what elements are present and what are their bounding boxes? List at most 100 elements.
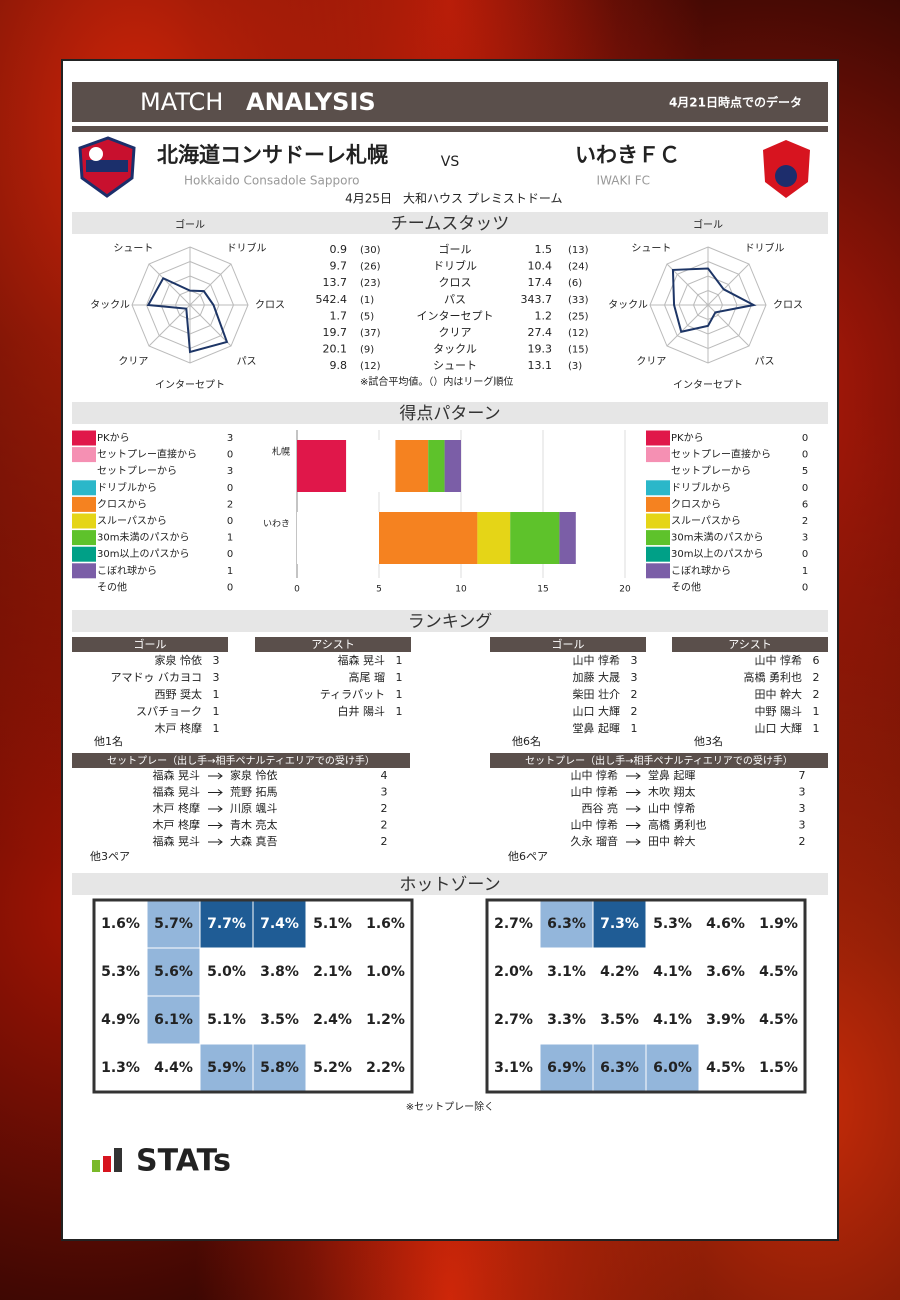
zone-label: 5.3% — [101, 964, 140, 980]
bar-segment — [444, 440, 461, 492]
legend-value: 0 — [227, 516, 233, 527]
radar-label: パス — [237, 356, 257, 368]
zone-label: 1.0% — [366, 964, 405, 980]
zone-cell — [93, 947, 148, 997]
player-count: 6 — [813, 654, 820, 667]
home-stat: 20.1 — [323, 343, 348, 356]
zone-label: 6.9% — [547, 1060, 586, 1076]
player-count: 3 — [213, 671, 220, 684]
player-count: 3 — [631, 671, 638, 684]
pair-count: 2 — [381, 802, 388, 815]
arrow — [626, 805, 641, 813]
legend-swatch — [72, 496, 96, 512]
zone-label: 6.1% — [154, 1012, 193, 1028]
stat-label: ゴール — [439, 242, 472, 256]
table-header-bar — [72, 637, 228, 652]
zone-label: 2.4% — [313, 1012, 352, 1028]
zone-cell — [645, 1043, 700, 1093]
legend-swatch — [72, 579, 96, 595]
legend-label: クロスから — [97, 498, 147, 510]
bar-segment — [559, 512, 576, 564]
zone-label: 4.5% — [706, 1060, 745, 1076]
arrow — [208, 789, 223, 796]
zone-label: 1.6% — [101, 916, 140, 932]
zone-label: 2.2% — [366, 1060, 405, 1076]
bar-segment — [379, 512, 478, 564]
stat-label: パス — [444, 293, 466, 306]
zone-label: 5.2% — [313, 1060, 352, 1076]
zone-cell — [486, 899, 541, 949]
radar-label: ドリブル — [745, 241, 785, 254]
zone-label: 1.9% — [759, 916, 798, 932]
radar-label: ゴール — [175, 218, 205, 231]
legend-swatch — [646, 579, 670, 595]
receiver: 山中 惇希 — [648, 801, 696, 815]
receiver: 田中 幹大 — [648, 834, 696, 848]
home-name: 北海道コンサドーレ札幌 — [157, 143, 388, 167]
away-rank: (3) — [568, 361, 582, 372]
legend-label: スルーパスから — [97, 515, 167, 527]
away-rank: (25) — [568, 311, 589, 322]
stat-label: シュート — [433, 359, 477, 372]
zone-label: 5.1% — [207, 1012, 246, 1028]
legend-swatch — [72, 447, 96, 463]
player-name: 高尾 瑠 — [349, 670, 386, 684]
legend-value: 0 — [227, 549, 233, 560]
zone-label: 1.2% — [366, 1012, 405, 1028]
zone-label: 5.6% — [154, 964, 193, 980]
zone-label: 3.6% — [706, 964, 745, 980]
player-name: 柴田 壮介 — [573, 687, 621, 701]
player-name: 山口 大輝 — [573, 704, 621, 718]
zone-label: 4.2% — [600, 964, 639, 980]
away-crest — [763, 140, 810, 198]
legend-label: セットプレー直接から — [671, 448, 771, 461]
radar-label: インターセプト — [673, 379, 743, 391]
away-rank: (15) — [568, 345, 589, 356]
player-name: 福森 晃斗 — [338, 653, 386, 667]
table-header: セットプレー（出し手→相手ペナルティエリアでの受け手） — [525, 754, 793, 767]
receiver: 川原 颯斗 — [230, 802, 278, 815]
zone-cell — [539, 1043, 594, 1093]
home-stat: 542.4 — [316, 293, 348, 306]
section-band — [72, 402, 828, 424]
legend-value: 1 — [227, 566, 233, 577]
player-count: 2 — [813, 688, 820, 701]
legend-value: 0 — [802, 483, 808, 494]
legend-swatch — [646, 546, 670, 562]
legend-value: 0 — [802, 450, 808, 461]
zone-label: 4.9% — [101, 1012, 140, 1028]
legend-value: 1 — [227, 533, 233, 544]
home-rank: (26) — [360, 262, 381, 273]
title-light: MATCH — [140, 88, 223, 116]
radar-shape — [146, 276, 229, 354]
legend-label: セットプレーから — [671, 465, 751, 477]
section-title: 得点パターン — [399, 404, 500, 424]
data-date: 4月21日時点でのデータ — [669, 95, 802, 110]
player-name: 山口 大輝 — [755, 721, 803, 735]
legend-label: 30m以上のパスから — [97, 548, 189, 560]
player-count: 1 — [396, 688, 403, 701]
zone-label: 3.9% — [706, 1012, 745, 1028]
legend-label: その他 — [671, 580, 701, 593]
passer: 山中 惇希 — [571, 785, 619, 799]
legend-swatch — [72, 480, 96, 496]
legend-swatch — [72, 563, 96, 579]
player-count: 3 — [213, 654, 220, 667]
zone-cell — [645, 947, 700, 997]
zone-cell — [305, 899, 360, 949]
legend-label: 30m未満のパスから — [97, 532, 189, 544]
radar-label: パス — [755, 356, 775, 368]
passer: 山中 惇希 — [571, 818, 619, 832]
home-stat: 9.7 — [330, 260, 348, 273]
radar-spoke — [189, 263, 232, 306]
legend-swatch — [72, 546, 96, 562]
legend-swatch — [646, 430, 670, 446]
legend-swatch — [646, 447, 670, 463]
category-label: 札幌 — [272, 446, 290, 458]
zone-label: 2.0% — [494, 964, 533, 980]
player-count: 1 — [213, 688, 220, 701]
zone-label: 7.4% — [260, 916, 299, 932]
home-rank: (37) — [360, 328, 381, 339]
legend-label: ドリブルから — [671, 481, 731, 494]
